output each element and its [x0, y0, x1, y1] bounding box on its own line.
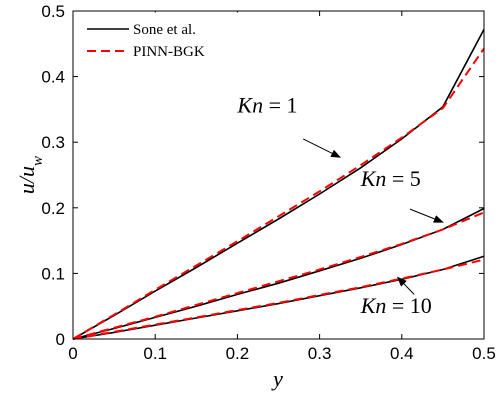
- y-axis-label-main: u/u: [14, 166, 39, 194]
- axes-layer: 0 0.1 0.2 0.3 0.4 0.5 0 0.1 0.2 0.3 0.4 0.5: [41, 2, 495, 363]
- plot-background: [73, 11, 484, 339]
- legend-label: Sone et al.: [133, 22, 196, 38]
- series-layer: [72, 29, 485, 340]
- x-tick-label: 0.4: [390, 344, 414, 363]
- annotation-arrow: [396, 276, 415, 295]
- series-line-0: [72, 29, 485, 340]
- y-axis-label: u/uw: [14, 156, 46, 194]
- annotation-label-kn: Kn: [360, 166, 387, 191]
- series-line-4: [72, 255, 485, 340]
- annotation-arrow: [302, 138, 342, 158]
- series-line-3: [72, 211, 485, 340]
- annotation-label: Kn = 5: [360, 166, 421, 191]
- y-tick-label: 0.5: [41, 2, 65, 21]
- annotation-label-value: = 10: [386, 293, 431, 318]
- x-tick-label: 0.1: [143, 344, 167, 363]
- x-tick-label: 0.3: [308, 344, 332, 363]
- annotation-label-kn: Kn: [236, 93, 263, 118]
- legend: Sone et al. PINN-BGK: [74, 12, 252, 64]
- y-tick-label: 0.3: [41, 133, 65, 152]
- annotation-arrow: [409, 208, 444, 223]
- annotation-label-value: = 5: [386, 166, 420, 191]
- y-tick-label: 0.1: [41, 264, 65, 283]
- x-tick-label: 0.2: [226, 344, 250, 363]
- y-tick-label: 0: [56, 330, 65, 349]
- y-tick-label: 0.4: [41, 68, 65, 87]
- x-tick-label: 0.5: [472, 344, 496, 363]
- annotation-label: Kn = 1: [236, 93, 297, 118]
- x-axis-label: y: [271, 366, 283, 391]
- series-line-1: [72, 47, 485, 340]
- legend-label: PINN-BGK: [133, 44, 205, 60]
- annotation-layer: Kn = 1Kn = 5Kn = 10: [236, 93, 444, 318]
- annotation-label-value: = 1: [263, 93, 297, 118]
- x-tick-label: 0: [68, 344, 77, 363]
- axes-frame: [72, 10, 485, 340]
- y-axis-label-sub: w: [30, 156, 46, 166]
- annotation-label: Kn = 10: [360, 293, 432, 318]
- y-tick-label: 0.2: [41, 199, 65, 218]
- annotation-label-kn: Kn: [360, 293, 387, 318]
- legend-box: [74, 12, 252, 64]
